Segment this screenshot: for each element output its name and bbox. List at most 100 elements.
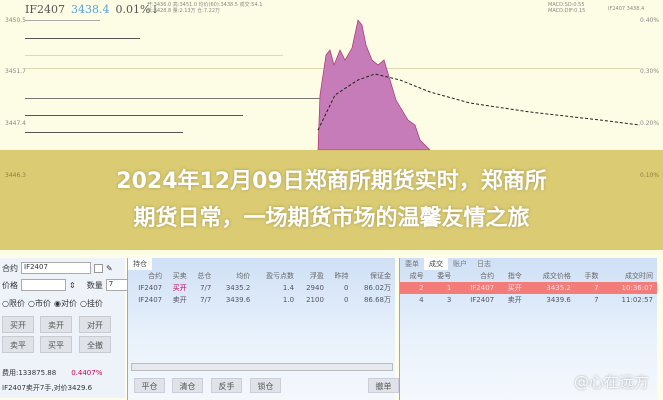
price-area-chart bbox=[317, 19, 641, 151]
title-banner bbox=[0, 150, 663, 250]
sell-close-button[interactable]: 卖平 bbox=[2, 336, 34, 353]
cell: 11:02:57 bbox=[621, 296, 653, 304]
level-line bbox=[25, 115, 243, 116]
qty-label: 数量 bbox=[86, 280, 103, 290]
price-change: 0.01%↓ bbox=[115, 3, 160, 16]
y-label-right: 0.10% bbox=[640, 172, 660, 179]
sell-open-button[interactable]: 卖开 bbox=[40, 316, 72, 333]
info-line-2: 低:3428.8 量:2.13万 仓:7.22万 bbox=[147, 8, 220, 14]
col-header[interactable]: 总仓 bbox=[197, 272, 212, 280]
col-header[interactable]: 昨持 bbox=[334, 272, 349, 280]
symbol: IF2407 bbox=[25, 3, 65, 16]
last-price: 3438.4 bbox=[70, 3, 110, 16]
quote-header: IF2407 3438.4 0.01%↓ bbox=[25, 3, 160, 16]
col-header[interactable]: 成交时间 bbox=[625, 272, 653, 280]
indicator-info: MACD:SD:0.55 MACD:DIF:0.15 bbox=[548, 2, 585, 14]
col-header[interactable]: 买卖 bbox=[172, 272, 187, 280]
cell: 3439.6 bbox=[225, 296, 251, 304]
clear-positions-button[interactable]: 清仓 bbox=[172, 378, 203, 393]
radio-label: 对价 bbox=[60, 299, 77, 308]
y-label-right: 0.40% bbox=[640, 17, 660, 24]
cell: IF2407 bbox=[138, 296, 163, 304]
cell: 86.02万 bbox=[363, 284, 391, 292]
col-header[interactable]: 合约 bbox=[148, 272, 163, 280]
cell: 3 bbox=[446, 296, 452, 304]
radio-market[interactable]: ○市价 bbox=[27, 299, 51, 308]
qty-input[interactable]: 7 bbox=[105, 279, 128, 291]
col-header[interactable]: 浮盈 bbox=[309, 272, 324, 280]
col-header[interactable]: 保证金 bbox=[370, 272, 391, 280]
level-line bbox=[25, 98, 335, 99]
table-row[interactable]: IF2407 买开 7/7 3435.2 1.4 2940 0 86.02万 bbox=[128, 282, 395, 294]
lock-position-button[interactable]: 锁仓 bbox=[250, 378, 281, 393]
cell: 7 bbox=[594, 296, 599, 304]
level-line bbox=[25, 132, 183, 133]
y-label-right: 0.20% bbox=[640, 120, 660, 127]
wrench-icon[interactable]: ✎ bbox=[106, 263, 113, 273]
cancel-all-button[interactable]: 全撤 bbox=[79, 336, 111, 353]
table-row[interactable]: 2 1 IF2407 买开 3435.2 7 10:36:07 bbox=[400, 282, 657, 294]
cell: 买开 bbox=[172, 284, 187, 292]
y-label: 3446.3 bbox=[5, 172, 26, 179]
y-label: 3451.7 bbox=[5, 68, 26, 75]
cell: 1.4 bbox=[282, 284, 295, 292]
col-header[interactable]: 指令 bbox=[507, 272, 522, 280]
pair-open-button[interactable]: 对开 bbox=[79, 316, 111, 333]
col-header[interactable]: 成交价格 bbox=[542, 272, 571, 280]
cell: 3435.2 bbox=[225, 284, 251, 292]
y-label: 3450.5 bbox=[5, 17, 26, 24]
contract-label: 合约 bbox=[2, 263, 18, 273]
tab-trades[interactable]: 成交 bbox=[424, 258, 448, 270]
info-line-1: 开:3436.0 高:3451.0 均价(60):3438.5 成交:54.1 bbox=[147, 2, 263, 8]
buy-open-button[interactable]: 买开 bbox=[2, 316, 34, 333]
reverse-button[interactable]: 反手 bbox=[211, 378, 242, 393]
price-input[interactable] bbox=[21, 279, 66, 291]
price-label: 价格 bbox=[2, 280, 18, 290]
tab-positions[interactable]: 持仓 bbox=[128, 258, 152, 270]
y-label: 3447.4 bbox=[5, 120, 26, 127]
order-message: IF2407卖开7手,对价3429.6 bbox=[2, 384, 93, 392]
cell: IF2407 bbox=[455, 282, 499, 294]
title-line-1: 2024年12月09日郑商所期货实时，郑商所 bbox=[116, 169, 547, 194]
cell: 7/7 bbox=[200, 284, 212, 292]
cell: 0 bbox=[344, 296, 349, 304]
radio-queue[interactable]: ○挂价 bbox=[79, 299, 103, 308]
trades-panel: 委单 成交 账户 日志 成号 委号 合约 指令 成交价格 手数 成交时间 2 1 IF2407 买开 34… bbox=[399, 258, 657, 400]
cell: 4 bbox=[419, 296, 424, 304]
radio-label: 挂价 bbox=[86, 299, 103, 308]
lock-checkbox[interactable] bbox=[94, 263, 103, 273]
cell: IF2407 bbox=[138, 284, 163, 292]
tab-log[interactable]: 日志 bbox=[477, 260, 491, 268]
y-label-right: 0.30% bbox=[640, 68, 660, 75]
col-header[interactable]: 委号 bbox=[437, 272, 452, 280]
close-position-button[interactable]: 平仓 bbox=[134, 378, 165, 393]
cell: 卖开 bbox=[172, 296, 187, 304]
cancel-order-button[interactable]: 撤单 bbox=[368, 378, 399, 393]
cell: 3439.6 bbox=[546, 296, 571, 304]
col-header[interactable]: 盈亏点数 bbox=[266, 272, 295, 280]
indicator-symbol: IF2407 3438.4 bbox=[608, 6, 645, 12]
grid-line bbox=[25, 20, 100, 21]
buy-close-button[interactable]: 买平 bbox=[40, 336, 72, 353]
radio-limit[interactable]: ○限价 bbox=[2, 299, 25, 308]
table-row[interactable]: 4 3 IF2407 卖开 3439.6 7 11:02:57 bbox=[400, 294, 657, 306]
cell: 2100 bbox=[306, 296, 324, 304]
cell: 卖开 bbox=[507, 296, 522, 304]
article-title: 2024年12月09日郑商所期货实时，郑商所 期货日常，一场期货市场的温馨友情之旅 bbox=[0, 163, 663, 237]
tab-orders[interactable]: 委单 bbox=[405, 260, 419, 268]
radio-counter[interactable]: ◉对价 bbox=[53, 299, 77, 308]
horizontal-scrollbar[interactable] bbox=[131, 363, 393, 371]
price-stepper[interactable]: ⇕ bbox=[69, 280, 76, 290]
table-row[interactable]: IF2407 卖开 7/7 3439.6 1.0 2100 0 86.68万 bbox=[128, 294, 395, 306]
col-header[interactable]: 手数 bbox=[584, 272, 599, 280]
cell: 1.0 bbox=[282, 296, 295, 304]
col-header[interactable]: 均价 bbox=[236, 272, 251, 280]
cell: 0 bbox=[344, 284, 349, 292]
col-header[interactable]: 成号 bbox=[409, 272, 424, 280]
col-header[interactable]: 合约 bbox=[480, 272, 495, 280]
contract-select[interactable]: IF2407 bbox=[21, 262, 91, 274]
cell: 2940 bbox=[306, 284, 324, 292]
tab-account[interactable]: 账户 bbox=[453, 260, 467, 268]
grid-line bbox=[25, 55, 283, 56]
cell: 86.68万 bbox=[363, 296, 391, 304]
